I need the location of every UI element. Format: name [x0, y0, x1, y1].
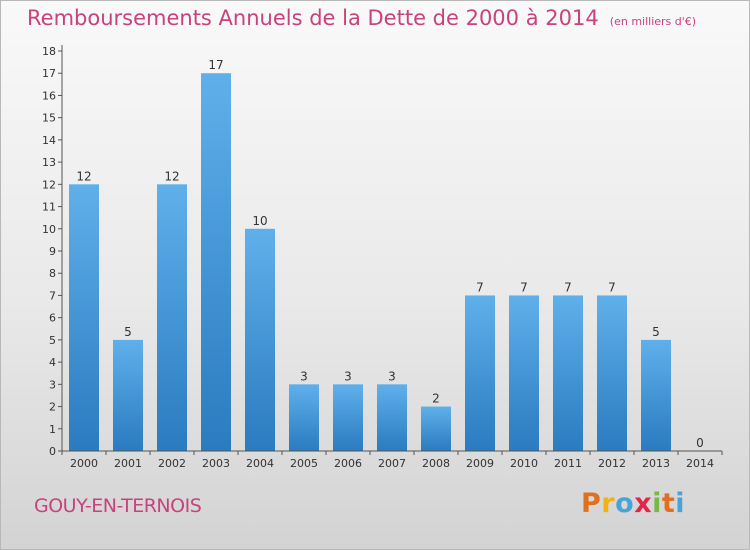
bar: [201, 73, 231, 451]
data-label: 7: [520, 280, 528, 294]
bar: [641, 339, 671, 451]
data-label: 7: [476, 280, 484, 294]
logo-letter: x: [634, 488, 653, 519]
data-label: 2: [432, 392, 440, 406]
logo-letter: o: [615, 488, 635, 519]
x-tick-label: 2003: [202, 457, 230, 470]
bar: [69, 184, 99, 452]
data-label: 3: [300, 369, 308, 383]
data-label: 7: [564, 280, 572, 294]
x-tick-label: 2004: [246, 457, 274, 470]
title-row: Remboursements Annuels de la Dette de 20…: [27, 6, 696, 30]
logo-letter: i: [652, 488, 662, 519]
y-tick-label: 16: [42, 89, 56, 102]
y-tick-label: 8: [49, 267, 56, 280]
bars-group: [69, 73, 671, 452]
y-tick-label: 11: [42, 201, 56, 214]
bar: [553, 295, 583, 451]
x-tick-label: 2000: [70, 457, 98, 470]
bar: [421, 406, 451, 451]
y-tick-label: 5: [49, 334, 56, 347]
data-label: 5: [652, 325, 660, 339]
y-tick-label: 0: [49, 445, 56, 458]
commune-name: GOUY-EN-TERNOIS: [34, 495, 202, 517]
y-tick-label: 12: [42, 178, 56, 191]
logo-letter: r: [601, 488, 616, 519]
x-tick-label: 2008: [422, 457, 450, 470]
x-tick-label: 2005: [290, 457, 318, 470]
y-tick-label: 18: [42, 45, 56, 58]
x-tick-label: 2002: [158, 457, 186, 470]
y-tick-label: 1: [49, 423, 56, 436]
y-tick-label: 6: [49, 312, 56, 325]
bar: [157, 184, 187, 452]
logo-letter: t: [661, 488, 676, 519]
data-label: 3: [388, 369, 396, 383]
data-label: 3: [344, 369, 352, 383]
x-tick-label: 2012: [598, 457, 626, 470]
y-tick-label: 15: [42, 112, 56, 125]
x-tick-label: 2009: [466, 457, 494, 470]
data-label: 12: [164, 169, 179, 183]
data-label: 12: [76, 169, 91, 183]
bar: [333, 384, 363, 451]
data-label: 7: [608, 280, 616, 294]
labels-group: 12 5 12 17 10 3 3 3 2 7 7 7 7 5 0: [76, 58, 703, 450]
data-label: 17: [208, 58, 223, 72]
logo-letter: i: [675, 488, 686, 519]
bar: [245, 228, 275, 451]
data-label: 0: [696, 436, 704, 450]
x-tick-label: 2001: [114, 457, 142, 470]
y-tick-label: 2: [49, 401, 56, 414]
data-label: 5: [124, 325, 132, 339]
y-tick-label: 3: [49, 378, 56, 391]
data-label: 10: [252, 214, 267, 228]
bar: [377, 384, 407, 451]
bar: [597, 295, 627, 451]
bar: [113, 339, 143, 451]
x-tick-label: 2014: [686, 457, 714, 470]
x-tick-label: 2006: [334, 457, 362, 470]
x-tick-label: 2010: [510, 457, 538, 470]
y-tick-label: 10: [42, 223, 56, 236]
y-tick-label: 17: [42, 67, 56, 80]
proxiti-logo[interactable]: Proxiti: [581, 488, 685, 519]
bar: [289, 384, 319, 451]
x-tick-label: 2013: [642, 457, 670, 470]
chart-title: Remboursements Annuels de la Dette de 20…: [27, 6, 599, 30]
y-tick-label: 9: [49, 245, 56, 258]
logo-letter: P: [581, 488, 602, 519]
y-tick-label: 14: [42, 134, 56, 147]
bar: [509, 295, 539, 451]
chart-subtitle: (en milliers d'€): [609, 15, 697, 28]
y-tick-label: 4: [49, 356, 56, 369]
x-tick-label: 2007: [378, 457, 406, 470]
y-tick-label: 7: [49, 289, 56, 302]
x-tick-label: 2011: [554, 457, 582, 470]
bar: [465, 295, 495, 451]
y-tick-label: 13: [42, 156, 56, 169]
